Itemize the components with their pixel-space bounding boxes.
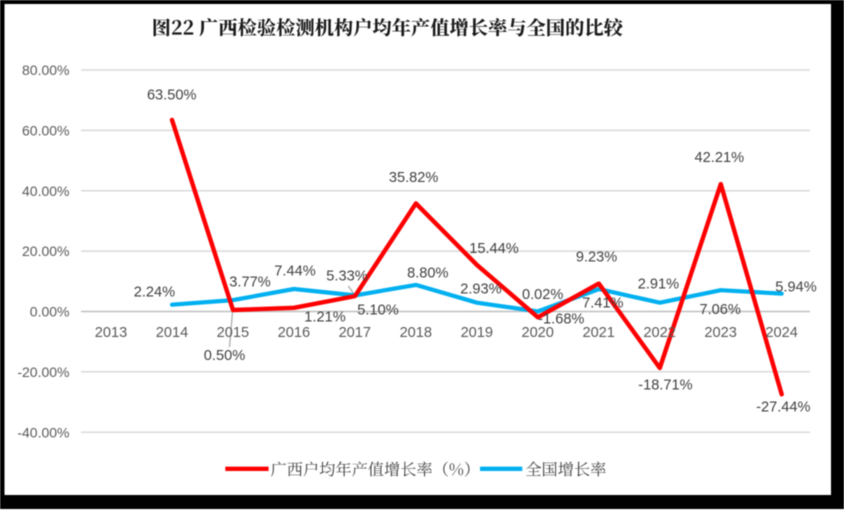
svg-text:0.02%: 0.02%	[522, 287, 563, 303]
svg-text:2019: 2019	[461, 325, 493, 341]
svg-text:7.06%: 7.06%	[700, 302, 741, 318]
svg-text:2020: 2020	[521, 325, 553, 341]
svg-text:2017: 2017	[339, 325, 371, 341]
svg-text:40.00%: 40.00%	[22, 183, 69, 199]
svg-text:15.44%: 15.44%	[469, 241, 519, 257]
svg-text:2022: 2022	[643, 325, 675, 341]
svg-text:0.50%: 0.50%	[204, 348, 245, 364]
svg-text:3.77%: 3.77%	[229, 274, 270, 290]
svg-text:2.93%: 2.93%	[460, 282, 501, 298]
svg-text:2016: 2016	[278, 325, 310, 341]
svg-text:-27.44%: -27.44%	[756, 400, 810, 416]
svg-text:7.41%: 7.41%	[582, 296, 623, 312]
svg-text:2024: 2024	[765, 325, 797, 341]
svg-text:35.82%: 35.82%	[389, 170, 439, 186]
svg-text:2023: 2023	[704, 325, 736, 341]
svg-text:9.23%: 9.23%	[576, 250, 617, 266]
svg-text:5.10%: 5.10%	[357, 302, 398, 318]
svg-text:2.24%: 2.24%	[134, 285, 175, 301]
svg-text:1.21%: 1.21%	[304, 309, 345, 325]
svg-text:2015: 2015	[217, 325, 249, 341]
svg-text:2.91%: 2.91%	[638, 277, 679, 293]
svg-text:2021: 2021	[582, 325, 614, 341]
svg-text:2014: 2014	[156, 325, 188, 341]
svg-text:20.00%: 20.00%	[22, 243, 69, 259]
svg-text:63.50%: 63.50%	[147, 87, 197, 103]
svg-text:60.00%: 60.00%	[22, 123, 69, 139]
svg-text:-18.71%: -18.71%	[638, 377, 692, 393]
svg-text:5.94%: 5.94%	[775, 280, 816, 296]
svg-text:80.00%: 80.00%	[22, 62, 69, 78]
svg-text:-1.68%: -1.68%	[538, 312, 584, 328]
svg-text:2018: 2018	[400, 325, 432, 341]
svg-text:8.80%: 8.80%	[407, 266, 448, 282]
svg-text:-40.00%: -40.00%	[17, 424, 69, 440]
svg-text:0.00%: 0.00%	[30, 304, 70, 320]
svg-text:7.44%: 7.44%	[274, 263, 315, 279]
svg-text:42.21%: 42.21%	[695, 150, 745, 166]
svg-text:2013: 2013	[95, 325, 127, 341]
svg-text:5.33%: 5.33%	[326, 268, 367, 284]
svg-text:-20.00%: -20.00%	[17, 364, 69, 380]
